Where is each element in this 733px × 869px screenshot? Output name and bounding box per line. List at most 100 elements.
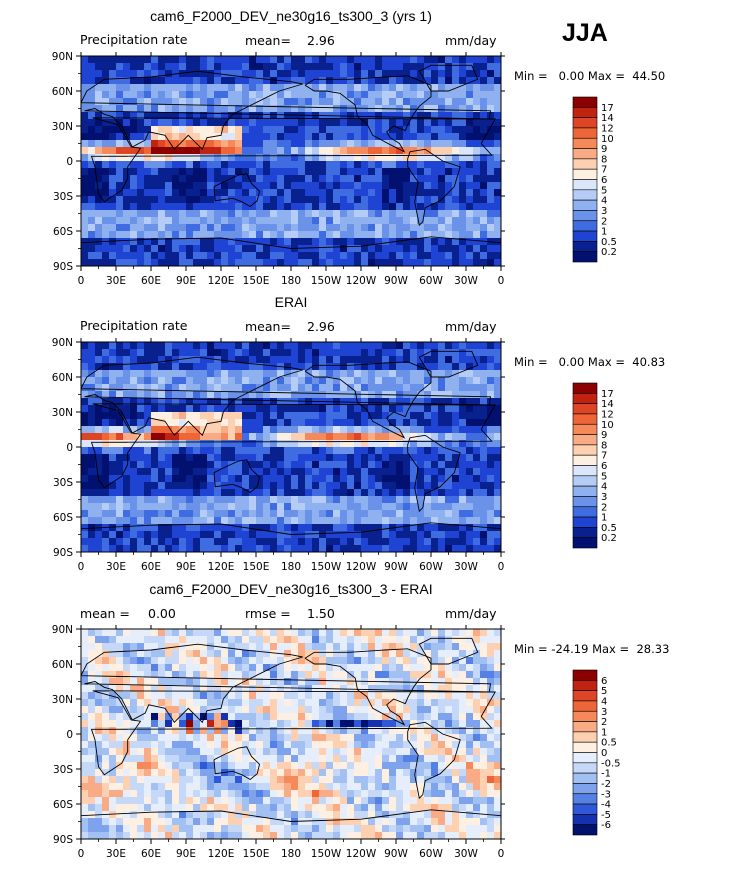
field-cell <box>312 119 320 127</box>
field-cell <box>88 762 96 770</box>
colorbar-swatch <box>572 454 598 466</box>
field-cell <box>452 56 460 64</box>
field-cell <box>452 692 460 700</box>
field-cell <box>165 56 173 64</box>
field-cell <box>88 384 96 392</box>
field-cell <box>319 503 327 511</box>
field-cell <box>459 224 467 232</box>
field-cell <box>102 755 110 763</box>
field-cell <box>221 741 229 749</box>
field-cell <box>270 252 278 260</box>
field-cell <box>214 147 222 155</box>
field-cell <box>459 231 467 239</box>
field-cell <box>151 398 159 406</box>
field-cell <box>431 699 439 707</box>
field-cell <box>242 168 250 176</box>
field-cell <box>445 126 453 134</box>
field-cell <box>494 503 501 511</box>
colorbar-swatch <box>572 506 598 518</box>
field-cell <box>270 259 278 266</box>
field-cell <box>347 238 355 246</box>
field-cell <box>333 63 341 71</box>
field-cell <box>459 126 467 134</box>
field-cell <box>228 762 236 770</box>
field-cell <box>186 734 194 742</box>
field-cell <box>333 720 341 728</box>
field-cell <box>396 685 404 693</box>
field-cell <box>123 468 131 476</box>
field-cell <box>284 189 292 197</box>
field-cell <box>431 363 439 371</box>
field-cell <box>284 762 292 770</box>
field-cell <box>137 699 145 707</box>
field-cell <box>95 133 103 141</box>
field-cell <box>130 56 138 64</box>
field-cell <box>438 755 446 763</box>
field-cell <box>81 84 89 92</box>
field-cell <box>494 419 501 427</box>
field-cell <box>494 454 501 462</box>
field-cell <box>361 238 369 246</box>
field-cell <box>326 363 334 371</box>
field-cell <box>249 77 257 85</box>
field-cell <box>473 433 481 441</box>
field-cell <box>221 259 229 266</box>
x-tick-label: 180 <box>281 275 301 287</box>
field-cell <box>242 412 250 420</box>
field-cell <box>410 447 418 455</box>
field-cell <box>333 161 341 169</box>
field-cell <box>277 189 285 197</box>
field-cell <box>144 245 152 253</box>
field-cell <box>88 377 96 385</box>
field-cell <box>312 161 320 169</box>
field-cell <box>179 755 187 763</box>
field-cell <box>382 196 390 204</box>
field-cell <box>466 98 474 106</box>
field-cell <box>424 98 432 106</box>
field-cell <box>354 475 362 483</box>
field-cell <box>179 84 187 92</box>
field-cell <box>417 203 425 211</box>
field-cell <box>277 720 285 728</box>
field-cell <box>123 391 131 399</box>
field-cell <box>459 384 467 392</box>
field-cell <box>459 468 467 476</box>
field-cell <box>242 196 250 204</box>
field-cell <box>466 503 474 511</box>
field-cell <box>368 524 376 532</box>
field-cell <box>382 664 390 672</box>
field-cell <box>326 175 334 183</box>
field-cell <box>494 412 501 420</box>
field-cell <box>333 440 341 448</box>
field-cell <box>368 713 376 721</box>
field-cell <box>396 259 404 266</box>
field-cell <box>277 426 285 434</box>
field-cell <box>361 538 369 546</box>
field-cell <box>270 650 278 658</box>
field-cell <box>81 161 89 169</box>
field-cell <box>424 168 432 176</box>
field-cell <box>396 531 404 539</box>
field-cell <box>277 685 285 693</box>
field-cell <box>438 524 446 532</box>
field-cell <box>144 755 152 763</box>
field-cell <box>144 217 152 225</box>
field-cell <box>347 370 355 378</box>
field-cell <box>221 692 229 700</box>
field-cell <box>487 720 495 728</box>
field-cell <box>172 706 180 714</box>
field-cell <box>396 189 404 197</box>
field-cell <box>291 203 299 211</box>
field-cell <box>459 510 467 518</box>
field-cell <box>249 70 257 78</box>
field-cell <box>137 685 145 693</box>
field-cell <box>480 636 488 644</box>
field-cell <box>424 77 432 85</box>
field-cell <box>480 650 488 658</box>
field-cell <box>319 510 327 518</box>
field-cell <box>319 755 327 763</box>
field-cell <box>305 133 313 141</box>
field-cell <box>410 636 418 644</box>
field-cell <box>291 349 299 357</box>
field-cell <box>123 496 131 504</box>
